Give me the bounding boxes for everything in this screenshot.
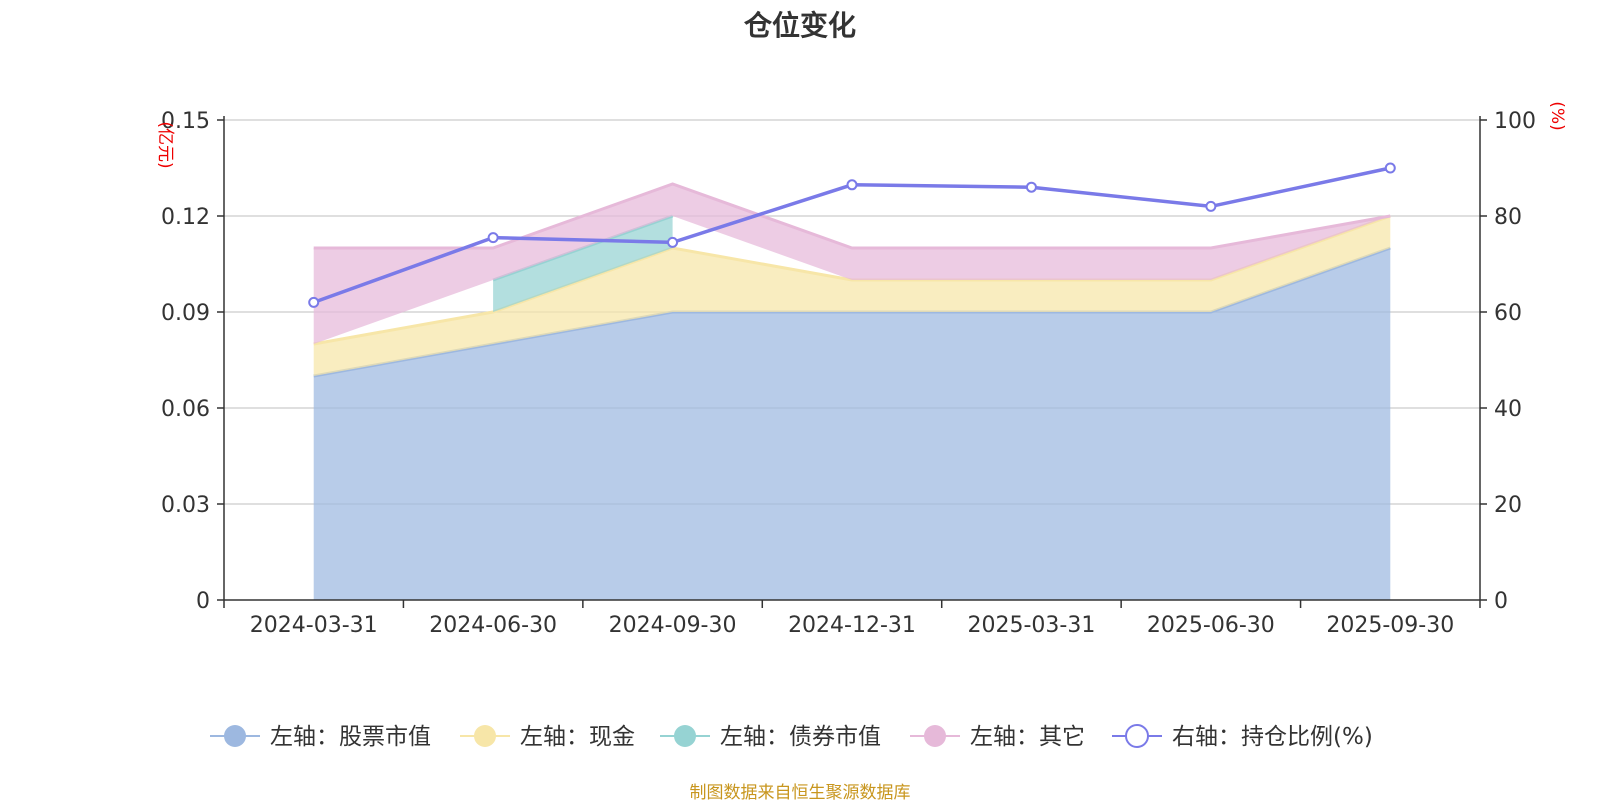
data-source-note: 制图数据来自恒生聚源数据库 [689,783,911,803]
axes: 0 0 0.03 20 0.06 40 0.09 60 0.12 80 0.15 100 2024-03… [155,101,1567,638]
x-axis-tick-label: 2025-03-31 [967,613,1095,638]
area-series [313,182,1391,600]
right-axis-tick-label: 40 [1494,397,1522,422]
legend-marker [224,725,246,747]
area-edge [313,182,1391,250]
area-fill [313,216,1391,376]
legend-item: 左轴：现金 [460,724,635,750]
line-point [487,232,499,244]
left-axis-tick-label: 0.15 [161,109,210,134]
x-axis-tick-label: 2025-06-30 [1147,613,1275,638]
line-point [308,296,320,308]
legend-marker [1125,724,1149,748]
x-axis-tick-label: 2024-09-30 [609,613,737,638]
x-axis-tick-label: 2024-06-30 [429,613,557,638]
left-axis-tick-label: 0.12 [161,205,210,230]
line-point [1205,200,1217,212]
left-axis-tick-label: 0.03 [161,493,210,518]
area-fill [313,248,1391,600]
legend-item: 左轴：债券市值 [660,724,881,750]
right-axis-tick-label: 80 [1494,205,1522,230]
chart-title: 仓位变化 [743,9,856,42]
area-fill [313,184,1391,344]
left-axis-tick-label: 0.06 [161,397,210,422]
right-axis-tick-label: 0 [1494,589,1508,614]
right-axis-tick-label: 100 [1494,109,1536,134]
line-point [667,236,679,248]
x-axis-tick-label: 2025-09-30 [1326,613,1454,638]
legend-item: 左轴：其它 [910,724,1085,750]
line-series [308,162,1396,308]
right-axis-tick-label: 20 [1494,493,1522,518]
legend-item: 左轴：股票市值 [210,724,431,750]
line-point [1025,181,1037,193]
left-axis-tick-label: 0 [196,589,210,614]
right-axis-tick-label: 60 [1494,301,1522,326]
legend-label: 左轴：现金 [520,724,635,750]
legend-item: 右轴：持仓比例(%) [1112,724,1373,750]
legend-label: 右轴：持仓比例(%) [1172,724,1373,750]
legend-marker [924,725,946,747]
x-axis-tick-label: 2024-12-31 [788,613,916,638]
right-axis-unit: (%) [1547,101,1567,130]
left-axis-tick-label: 0.09 [161,301,210,326]
legend-marker [474,725,496,747]
legend-label: 左轴：其它 [970,724,1085,750]
x-axis-tick-label: 2024-03-31 [250,613,378,638]
legend-label: 左轴：股票市值 [270,724,431,750]
legend-label: 左轴：债券市值 [720,724,881,750]
legend-marker [674,725,696,747]
left-axis-unit: (亿元) [155,121,175,168]
line-point [1384,162,1396,174]
line-point [846,179,858,191]
legend: 左轴：股票市值 左轴：现金 左轴：债券市值 左轴：其它 右轴：持仓比例(%) [210,724,1373,750]
